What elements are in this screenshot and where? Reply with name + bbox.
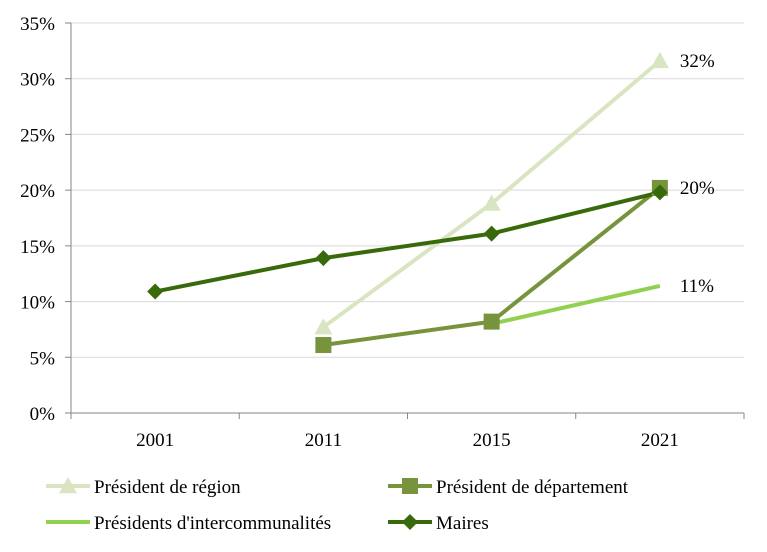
series-markers — [147, 51, 669, 354]
data-point-maires — [147, 283, 164, 300]
legend-item: Président de région — [46, 477, 241, 498]
y-tick-label: 30% — [20, 70, 55, 91]
y-tick-label: 0% — [30, 404, 56, 425]
legend-label: Président de département — [436, 477, 629, 498]
legend: Président de région Président de départem… — [46, 477, 629, 534]
y-tick-label: 20% — [20, 181, 55, 202]
series-line-maires — [154, 190, 661, 294]
legend-label: Présidents d'intercommunalités — [94, 513, 331, 534]
data-point-maires — [315, 250, 332, 267]
legend-item: Maires — [388, 513, 489, 534]
data-point-president-de-region — [314, 318, 333, 335]
legend-label: Président de région — [94, 477, 241, 498]
legend-item: Président de département — [388, 477, 629, 498]
data-label: 20% — [680, 178, 715, 199]
series-line-president-de-region — [322, 59, 662, 329]
y-tick-label: 10% — [20, 293, 55, 314]
data-point-maires — [651, 184, 668, 201]
data-point-president-de-region — [650, 51, 669, 69]
y-axis-tick-labels: 0% 5% 10% 15% 20% 25% 30% 35% — [20, 14, 55, 425]
x-axis-tick-labels: 2001 2011 2015 2021 — [136, 430, 679, 451]
data-point-president-de-region — [482, 194, 501, 211]
y-tick-label: 35% — [20, 14, 55, 35]
y-tick-label: 15% — [20, 237, 55, 258]
series-line-presidents-d-intercommunalites — [491, 284, 661, 326]
data-label: 11% — [680, 276, 714, 297]
legend-label: Maires — [436, 513, 489, 534]
x-tick-label: 2001 — [136, 430, 174, 451]
data-point-president-de-departement — [315, 337, 332, 354]
legend-marker-diamond-icon — [402, 514, 418, 530]
axes — [65, 22, 745, 419]
data-point-president-de-departement — [483, 313, 500, 330]
legend-item: Présidents d'intercommunalités — [46, 513, 331, 534]
x-tick-label: 2015 — [473, 430, 511, 451]
series-lines — [154, 59, 662, 348]
x-tick-label: 2021 — [641, 430, 679, 451]
y-tick-label: 25% — [20, 125, 55, 146]
legend-marker-square-icon — [402, 478, 418, 494]
y-tick-label: 5% — [30, 348, 56, 369]
legend-marker-triangle-icon — [59, 477, 77, 494]
data-label: 32% — [680, 51, 715, 72]
data-point-maires — [483, 225, 500, 242]
x-tick-label: 2011 — [305, 430, 342, 451]
data-labels: 32% 20% 11% — [680, 51, 715, 297]
